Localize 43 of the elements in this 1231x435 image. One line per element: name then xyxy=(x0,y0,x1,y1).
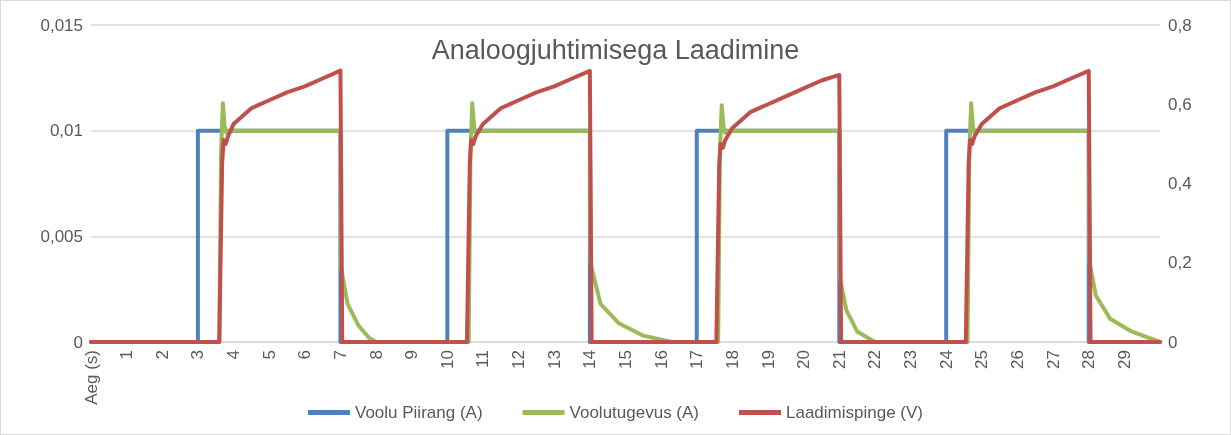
x-tick-label: 9 xyxy=(402,350,422,360)
x-tick-label: 29 xyxy=(1114,350,1134,369)
x-tick-label: 16 xyxy=(651,350,671,369)
y-tick-label: 0 xyxy=(73,332,83,352)
chart-title: Analoogjuhtimisega Laadimine xyxy=(431,34,800,65)
x-tick-label: 23 xyxy=(901,350,921,369)
y-tick-label: 0,015 xyxy=(40,15,83,35)
x-tick-label: 11 xyxy=(473,350,493,368)
y2-tick-label: 0,6 xyxy=(1168,94,1192,114)
x-tick-label: 17 xyxy=(687,350,707,369)
x-tick-label: 15 xyxy=(616,350,635,369)
y2-tick-label: 0,4 xyxy=(1168,174,1192,193)
x-tick-label: 20 xyxy=(794,350,814,369)
x-tick-label: 5 xyxy=(259,350,279,360)
y2-tick-label: 0,2 xyxy=(1168,253,1192,273)
x-tick-label: 6 xyxy=(295,350,315,360)
y-tick-label: 0,005 xyxy=(40,226,83,246)
x-tick-label: 1 xyxy=(117,350,137,360)
x-tick-label: 10 xyxy=(437,350,457,369)
legend-label: Laadimispinge (V) xyxy=(786,403,924,422)
x-tick-label: 2 xyxy=(152,350,172,360)
y2-tick-label: 0 xyxy=(1168,332,1178,352)
x-tick-label: 24 xyxy=(936,350,956,369)
x-tick-label: 3 xyxy=(188,350,208,360)
x-tick-label: 14 xyxy=(580,350,600,369)
x-tick-label: 19 xyxy=(758,350,778,369)
x-tick-label: 8 xyxy=(366,350,386,360)
legend-label: Voolutugevus (A) xyxy=(569,403,700,422)
x-tick-label: 4 xyxy=(224,350,244,360)
x-tick-label: 21 xyxy=(829,350,849,369)
x-tick-label: 12 xyxy=(509,350,529,369)
x-tick-label: Aeg (s) xyxy=(81,350,101,405)
x-tick-label: 18 xyxy=(722,350,742,369)
y2-tick-label: 0,8 xyxy=(1168,15,1192,35)
x-tick-label: 26 xyxy=(1007,350,1027,369)
legend-label: Voolu Piirang (A) xyxy=(354,403,483,422)
x-tick-label: 22 xyxy=(865,350,885,369)
y-tick-label: 0,01 xyxy=(49,121,83,141)
x-tick-label: 28 xyxy=(1079,350,1099,369)
x-tick-label: 7 xyxy=(330,350,350,360)
x-tick-label: 27 xyxy=(1043,350,1063,369)
x-tick-label: 13 xyxy=(544,350,564,369)
x-tick-label: 25 xyxy=(972,350,992,369)
